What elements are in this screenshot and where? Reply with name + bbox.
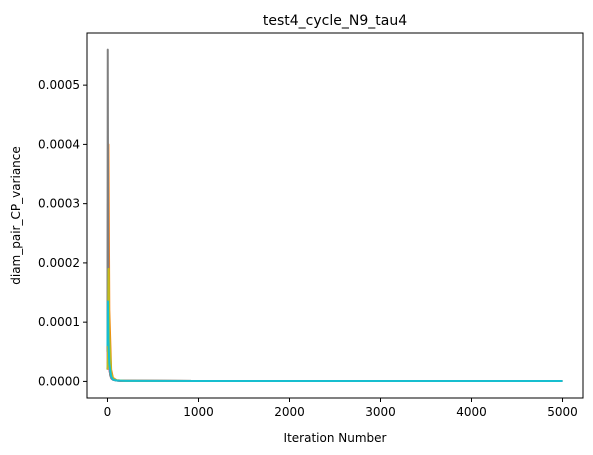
y-tick-label: 0.0003 [38,197,80,211]
series-line-10 [106,300,563,382]
plot-lines [106,48,563,382]
y-tick-label: 0.0004 [38,137,80,151]
series-line-6 [106,309,563,382]
series-line-2 [106,143,563,382]
x-tick-label: 0 [104,405,112,419]
series-line-7 [106,321,563,382]
y-axis-label: diam_pair_CP_variance [9,146,23,285]
series-line-3 [106,327,563,382]
series-line-5 [106,202,563,382]
chart-title: test4_cycle_N9_tau4 [263,13,407,29]
plot-frame [86,32,584,399]
series-line-9 [106,267,563,382]
y-tick-label: 0.0002 [38,256,80,270]
y-axis-ticks: 0.0000 0.0001 0.0002 0.0003 0.0004 0.0005 [38,78,87,388]
series-line-1 [106,250,563,382]
x-tick-label: 3000 [365,405,396,419]
x-tick-label: 2000 [274,405,305,419]
x-tick-label: 1000 [183,405,214,419]
x-tick-label: 4000 [456,405,487,419]
y-tick-label: 0.0005 [38,78,80,92]
x-tick-label: 5000 [547,405,578,419]
series-line-4 [106,291,563,382]
x-axis-ticks: 0 1000 2000 3000 4000 5000 [104,398,578,419]
y-tick-label: 0.0000 [38,374,80,388]
series-line-8 [106,48,563,382]
x-axis-label: Iteration Number [284,431,387,445]
y-tick-label: 0.0001 [38,315,80,329]
